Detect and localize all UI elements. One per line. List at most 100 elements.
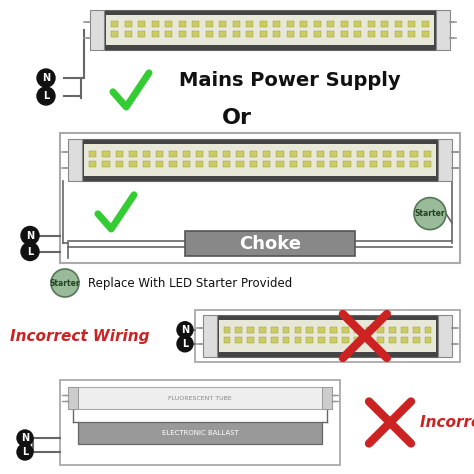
Text: Choke: Choke [239, 235, 301, 253]
Bar [210, 161, 217, 167]
Bar [143, 161, 150, 167]
Bar [365, 327, 372, 333]
Bar [206, 21, 213, 27]
Bar [357, 151, 364, 156]
Bar [224, 327, 230, 333]
Bar [401, 327, 408, 333]
Text: Starter: Starter [415, 209, 445, 218]
Text: N: N [26, 230, 34, 240]
Bar [394, 31, 402, 37]
Bar [365, 337, 372, 343]
Bar [236, 337, 242, 343]
Bar [236, 151, 244, 156]
Bar [206, 31, 213, 37]
Bar [125, 31, 132, 37]
Bar [313, 21, 321, 27]
Bar [317, 151, 324, 156]
Circle shape [414, 198, 446, 229]
Bar [389, 337, 396, 343]
Bar [68, 387, 332, 409]
Bar [152, 31, 159, 37]
Bar [236, 327, 242, 333]
Bar [381, 21, 389, 27]
Bar [203, 315, 217, 357]
Bar [317, 161, 324, 167]
Bar [260, 31, 267, 37]
Bar [394, 21, 402, 27]
Bar [319, 327, 325, 333]
Bar [343, 151, 351, 156]
Bar [250, 151, 257, 156]
Circle shape [17, 444, 33, 460]
Bar [295, 337, 301, 343]
Bar [377, 337, 384, 343]
Bar [89, 161, 96, 167]
Bar [129, 161, 137, 167]
Bar [259, 337, 265, 343]
Bar [424, 151, 431, 156]
Bar [319, 337, 325, 343]
Bar [68, 139, 82, 181]
Bar [60, 380, 340, 465]
Bar [84, 144, 436, 176]
Circle shape [177, 322, 193, 338]
Bar [179, 21, 186, 27]
Bar [401, 337, 408, 343]
Text: L: L [27, 246, 33, 256]
Bar [78, 422, 322, 444]
Bar [247, 337, 254, 343]
Bar [223, 161, 230, 167]
Bar [90, 10, 104, 50]
Bar [307, 327, 313, 333]
Bar [60, 133, 460, 263]
Circle shape [51, 269, 79, 297]
Bar [421, 21, 429, 27]
Bar [381, 31, 389, 37]
Circle shape [17, 430, 33, 446]
Text: L: L [182, 339, 188, 349]
Bar [129, 151, 137, 156]
Bar [276, 151, 284, 156]
Bar [283, 337, 289, 343]
Bar [102, 161, 110, 167]
Bar [210, 151, 217, 156]
Bar [283, 327, 289, 333]
Bar [322, 387, 332, 409]
Text: N: N [42, 73, 50, 83]
Bar [273, 31, 281, 37]
Bar [250, 161, 257, 167]
Text: L: L [43, 91, 49, 101]
Bar [330, 327, 337, 333]
Bar [236, 161, 244, 167]
Bar [111, 21, 118, 27]
Text: N: N [181, 325, 189, 335]
Bar [152, 21, 159, 27]
Bar [271, 337, 277, 343]
Bar [233, 31, 240, 37]
Bar [106, 15, 434, 45]
Bar [125, 21, 132, 27]
Text: Replace With LED Starter Provided: Replace With LED Starter Provided [88, 276, 292, 290]
Bar [182, 151, 190, 156]
Circle shape [21, 243, 39, 261]
Bar [196, 161, 203, 167]
Bar [247, 327, 254, 333]
Bar [300, 21, 308, 27]
Bar [82, 139, 438, 181]
Bar [342, 337, 348, 343]
Text: Incorrect Wiring: Incorrect Wiring [10, 328, 149, 344]
Bar [413, 337, 419, 343]
Bar [192, 21, 200, 27]
Bar [438, 315, 452, 357]
Bar [389, 327, 396, 333]
Bar [185, 231, 355, 256]
Bar [340, 21, 348, 27]
Bar [233, 21, 240, 27]
Bar [424, 161, 431, 167]
Circle shape [37, 87, 55, 105]
Bar [259, 327, 265, 333]
Bar [223, 151, 230, 156]
Bar [111, 31, 118, 37]
Bar [287, 21, 294, 27]
Bar [246, 21, 254, 27]
